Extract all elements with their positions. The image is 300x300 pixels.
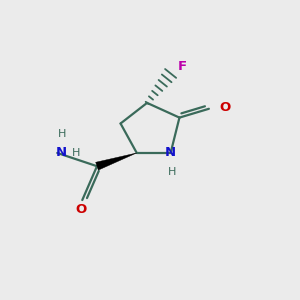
- Text: H: H: [72, 148, 81, 158]
- Text: H: H: [58, 129, 66, 139]
- Polygon shape: [96, 153, 137, 170]
- Text: N: N: [56, 146, 67, 159]
- Text: H: H: [168, 167, 176, 177]
- Text: O: O: [75, 203, 86, 216]
- Text: N: N: [165, 146, 176, 159]
- Text: F: F: [178, 60, 187, 73]
- Text: O: O: [219, 101, 230, 114]
